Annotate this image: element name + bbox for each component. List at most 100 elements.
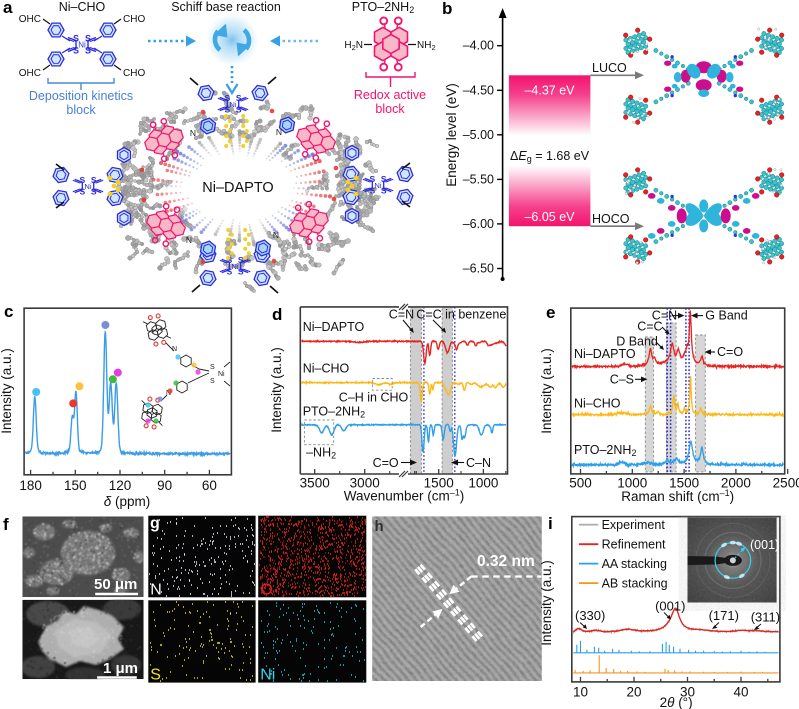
svg-text:–6.05 eV: –6.05 eV bbox=[524, 210, 575, 224]
svg-text:S: S bbox=[224, 105, 230, 115]
svg-text:S: S bbox=[236, 105, 242, 115]
svg-text:2500: 2500 bbox=[773, 475, 799, 490]
svg-text:Ni–CHO: Ni–CHO bbox=[574, 397, 621, 411]
svg-text:1500: 1500 bbox=[669, 475, 699, 490]
svg-text:40: 40 bbox=[733, 684, 748, 699]
svg-text:20: 20 bbox=[626, 684, 641, 699]
svg-text:Wavenumber (cm–1): Wavenumber (cm–1) bbox=[344, 488, 465, 504]
svg-text:S: S bbox=[79, 175, 85, 185]
svg-text:Ni–DAPTO: Ni–DAPTO bbox=[202, 180, 273, 196]
svg-text:–NH2: –NH2 bbox=[306, 446, 336, 461]
svg-text:block: block bbox=[66, 103, 96, 117]
svg-text:–6.50: –6.50 bbox=[463, 262, 494, 276]
svg-text:block: block bbox=[375, 102, 405, 116]
svg-text:i: i bbox=[548, 515, 553, 533]
svg-text:(311): (311) bbox=[751, 610, 780, 625]
svg-text:10: 10 bbox=[573, 684, 588, 699]
svg-text:S: S bbox=[210, 378, 215, 385]
svg-text:Intensity (a.u.): Intensity (a.u.) bbox=[0, 348, 14, 434]
svg-text:N: N bbox=[190, 128, 196, 138]
svg-text:PTO–2NH2: PTO–2NH2 bbox=[303, 404, 365, 419]
svg-text:f: f bbox=[3, 515, 9, 534]
svg-text:S: S bbox=[381, 186, 387, 196]
svg-text:90: 90 bbox=[157, 478, 172, 493]
svg-text:PTO–2NH2: PTO–2NH2 bbox=[352, 0, 414, 15]
svg-text:C=N: C=N bbox=[389, 307, 414, 321]
svg-text:H2N: H2N bbox=[344, 40, 363, 52]
svg-text:S: S bbox=[238, 267, 244, 277]
svg-text:S: S bbox=[381, 174, 387, 184]
svg-text:1000: 1000 bbox=[468, 476, 498, 491]
svg-text:(330): (330) bbox=[575, 608, 605, 623]
svg-text:S: S bbox=[79, 187, 85, 197]
svg-text:500: 500 bbox=[569, 475, 592, 490]
svg-text:O: O bbox=[260, 581, 272, 598]
svg-text:120: 120 bbox=[109, 478, 132, 493]
svg-text:–4.37 eV: –4.37 eV bbox=[524, 84, 575, 98]
svg-text:C–S: C–S bbox=[610, 372, 634, 386]
svg-text:δ (ppm): δ (ppm) bbox=[104, 494, 151, 509]
svg-text:AB stacking: AB stacking bbox=[602, 577, 668, 591]
svg-text:Ni: Ni bbox=[374, 181, 381, 190]
svg-text:180: 180 bbox=[19, 478, 42, 493]
svg-text:N: N bbox=[166, 390, 171, 397]
svg-text:S: S bbox=[150, 667, 161, 684]
svg-text:2θ (°): 2θ (°) bbox=[660, 695, 693, 709]
svg-text:Intensity (a.u.): Intensity (a.u.) bbox=[540, 560, 554, 646]
svg-text:Ni: Ni bbox=[260, 667, 275, 684]
svg-text:Schiff base reaction: Schiff base reaction bbox=[171, 0, 281, 14]
svg-text:g: g bbox=[150, 515, 160, 532]
svg-text:Ni: Ni bbox=[218, 371, 225, 378]
svg-text:N: N bbox=[276, 127, 282, 137]
svg-text:b: b bbox=[442, 0, 452, 18]
svg-text:–4.50: –4.50 bbox=[463, 83, 494, 97]
svg-text:G Band: G Band bbox=[705, 309, 747, 323]
svg-text:Ni–DAPTO: Ni–DAPTO bbox=[574, 347, 636, 361]
svg-text:C–H in CHO: C–H in CHO bbox=[339, 390, 409, 404]
svg-text:S: S bbox=[73, 46, 79, 56]
svg-text:OHC: OHC bbox=[19, 14, 41, 25]
svg-text:3500: 3500 bbox=[300, 476, 330, 491]
svg-text:N: N bbox=[273, 230, 279, 240]
svg-text:C=O: C=O bbox=[717, 345, 743, 359]
svg-text:S: S bbox=[236, 93, 242, 103]
svg-text:S: S bbox=[238, 255, 244, 265]
svg-text:S: S bbox=[85, 34, 91, 44]
svg-text:Deposition kinetics: Deposition kinetics bbox=[29, 89, 133, 103]
svg-text:Ni: Ni bbox=[78, 41, 86, 50]
svg-text:Ni: Ni bbox=[231, 262, 238, 271]
svg-text:C=N: C=N bbox=[652, 309, 677, 323]
svg-text:1500: 1500 bbox=[424, 476, 454, 491]
svg-text:Intensity (a.u.): Intensity (a.u.) bbox=[540, 348, 554, 434]
svg-text:(001): (001) bbox=[655, 598, 685, 613]
svg-text:–4.00: –4.00 bbox=[463, 39, 494, 53]
svg-text:60: 60 bbox=[202, 478, 217, 493]
svg-text:N: N bbox=[186, 235, 192, 245]
svg-text:Energy level (eV): Energy level (eV) bbox=[444, 83, 459, 187]
svg-text:PTO–2NH2: PTO–2NH2 bbox=[574, 443, 636, 458]
svg-text:S: S bbox=[226, 255, 232, 265]
svg-text:S: S bbox=[210, 364, 215, 371]
svg-text:Raman shift (cm–1): Raman shift (cm–1) bbox=[621, 488, 734, 504]
svg-text:h: h bbox=[375, 518, 384, 535]
svg-text:C=O: C=O bbox=[373, 456, 399, 470]
svg-text:Experiment: Experiment bbox=[602, 518, 666, 532]
svg-text:S: S bbox=[85, 46, 91, 56]
svg-text:150: 150 bbox=[64, 478, 87, 493]
svg-text:2000: 2000 bbox=[721, 475, 751, 490]
svg-text:S: S bbox=[73, 34, 79, 44]
svg-text:S: S bbox=[226, 267, 232, 277]
svg-text:CHO: CHO bbox=[123, 68, 145, 79]
svg-text:LUCO: LUCO bbox=[592, 61, 627, 75]
svg-text:N: N bbox=[172, 346, 177, 353]
svg-text:e: e bbox=[546, 303, 555, 322]
svg-text:Ni–CHO: Ni–CHO bbox=[303, 362, 350, 376]
svg-text:50 μm: 50 μm bbox=[94, 576, 137, 593]
svg-text:(001): (001) bbox=[750, 538, 779, 552]
svg-text:N: N bbox=[150, 581, 162, 598]
svg-text:c: c bbox=[4, 302, 13, 321]
svg-text:–5.50: –5.50 bbox=[463, 172, 494, 186]
svg-text:S: S bbox=[91, 187, 97, 197]
svg-text:–6.00: –6.00 bbox=[463, 217, 494, 231]
svg-text:CHO: CHO bbox=[123, 14, 145, 25]
